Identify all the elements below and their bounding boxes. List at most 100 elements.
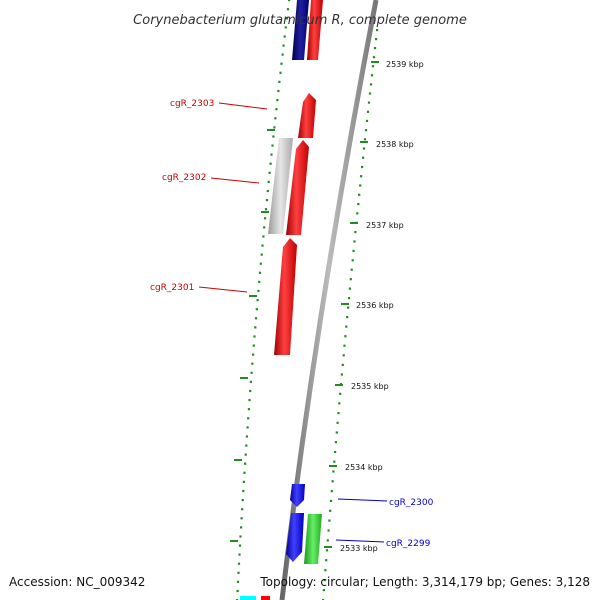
guide-dot-outer [334, 441, 337, 444]
guide-dot-outer [371, 65, 375, 68]
guide-dot-outer [341, 363, 344, 366]
guide-arcs [236, 0, 379, 600]
guide-dot-outer [369, 83, 373, 86]
guide-dot-inner [245, 435, 248, 438]
feature-navy-top [292, 0, 309, 60]
guide-dot-outer [337, 412, 340, 415]
guide-dot-outer [324, 569, 327, 572]
guide-dot-inner [266, 189, 269, 193]
gene-label-cgR-2301[interactable]: cgR_2301 [150, 283, 194, 293]
guide-dot-inner [240, 526, 243, 529]
guide-dot-inner [268, 171, 271, 174]
guide-dot-outer [364, 129, 368, 132]
guide-dot-inner [258, 271, 262, 274]
guide-dot-inner [277, 89, 280, 93]
kbp-label-2535: 2535 kbp [351, 382, 389, 391]
guide-dot-outer [367, 101, 371, 104]
guide-dot-outer [345, 325, 348, 328]
guide-dot-inner [285, 17, 288, 20]
guide-dot-inner [265, 199, 268, 202]
guide-dot-outer [349, 278, 352, 281]
feature-cgR-2300 [290, 484, 305, 507]
guide-dot-inner [244, 453, 247, 456]
guide-dot-inner [242, 480, 245, 483]
guide-dot-outer [375, 38, 378, 41]
guide-dot-inner [276, 99, 279, 102]
gene-label-cgR-2302[interactable]: cgR_2302 [162, 173, 206, 183]
guide-dot-inner [261, 244, 264, 247]
guide-dot-outer [360, 175, 363, 178]
guide-dot-inner [284, 26, 287, 29]
guide-dot-outer [334, 450, 337, 454]
guide-dot-outer [363, 138, 367, 141]
guide-dot-inner [250, 371, 253, 374]
kbp-label-2533: 2533 kbp [340, 544, 378, 553]
feature-cgR-2301 [274, 238, 297, 355]
guide-dot-outer [348, 287, 351, 290]
guide-dot-inner [274, 117, 277, 120]
guide-dot-inner [241, 508, 244, 511]
guide-dot-inner [257, 289, 260, 293]
guide-dot-inner [267, 180, 270, 183]
guide-dot-outer [326, 539, 329, 542]
guide-dot-inner [254, 326, 257, 329]
guide-dot-inner [238, 553, 241, 556]
guide-dot-inner [258, 280, 261, 283]
leader-lines [198, 102, 388, 543]
guide-dot-outer [325, 559, 328, 562]
guide-dot-outer [362, 147, 366, 150]
guide-dot-outer [343, 344, 346, 347]
guide-dot-outer [361, 165, 364, 169]
guide-dot-outer [356, 212, 359, 215]
leader-cgR-2303 [218, 102, 268, 110]
guide-dot-inner [273, 126, 276, 129]
guide-dot-outer [342, 354, 345, 357]
guide-dot-inner [237, 562, 241, 565]
guide-dot-outer [328, 519, 331, 522]
guide-dot-inner [247, 417, 250, 420]
guide-dot-inner [281, 53, 284, 56]
guide-dot-outer [339, 392, 342, 395]
guide-dot-inner [272, 135, 275, 138]
guide-dot-inner [255, 308, 258, 311]
guide-dot-outer [338, 402, 341, 405]
guide-dot-inner [252, 344, 255, 347]
guide-dot-inner [245, 444, 248, 447]
guide-dot-inner [252, 353, 255, 356]
guide-dot-inner [242, 489, 245, 493]
guide-dot-inner [283, 35, 286, 38]
guide-dot-outer [370, 74, 374, 77]
gene-label-cgR-2300[interactable]: cgR_2300 [389, 498, 434, 508]
guide-dot-inner [279, 71, 282, 74]
feature-cgR-2299 [286, 513, 304, 562]
kbp-label-2538: 2538 kbp [376, 140, 414, 149]
gene-label-cgR-2303[interactable]: cgR_2303 [170, 99, 214, 109]
guide-dot-outer [336, 421, 339, 424]
guide-dot-inner [288, 0, 291, 2]
guide-dot-outer [346, 316, 349, 319]
guide-dot-outer [331, 480, 334, 483]
guide-dot-outer [322, 589, 325, 592]
guide-dot-inner [253, 335, 256, 338]
feature-cgR-2303 [298, 93, 316, 138]
guide-dot-inner [256, 299, 259, 302]
feature-rna-green [304, 514, 322, 564]
kbp-label-2534: 2534 kbp [345, 463, 383, 472]
guide-dot-inner [238, 544, 242, 547]
gene-label-cgR-2299[interactable]: cgR_2299 [386, 539, 431, 549]
topology-text: Topology: circular; Length: 3,314,179 bp… [259, 575, 590, 589]
scale-ticks [230, 61, 379, 548]
kbp-label-2537: 2537 kbp [366, 221, 404, 230]
guide-dot-inner [249, 389, 252, 393]
guide-dot-inner [240, 517, 243, 520]
leader-cgR-2301 [198, 286, 248, 293]
guide-dot-inner [259, 262, 262, 265]
guide-dot-inner [280, 62, 283, 65]
guide-dot-outer [347, 306, 350, 309]
guide-dot-inner [278, 80, 281, 83]
leader-cgR-2299 [335, 539, 385, 543]
guide-dot-inner [282, 44, 285, 47]
guide-dot-outer [330, 490, 333, 493]
leader-cgR-2300 [337, 498, 388, 502]
guide-dot-inner [249, 380, 252, 383]
